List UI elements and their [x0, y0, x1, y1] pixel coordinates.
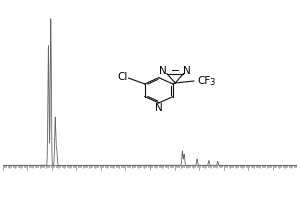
Text: N: N	[159, 66, 167, 76]
Text: 3: 3	[209, 78, 214, 87]
Text: N: N	[155, 103, 163, 113]
Text: CF: CF	[197, 76, 211, 86]
Text: N: N	[183, 66, 191, 76]
Text: Cl: Cl	[117, 72, 127, 82]
